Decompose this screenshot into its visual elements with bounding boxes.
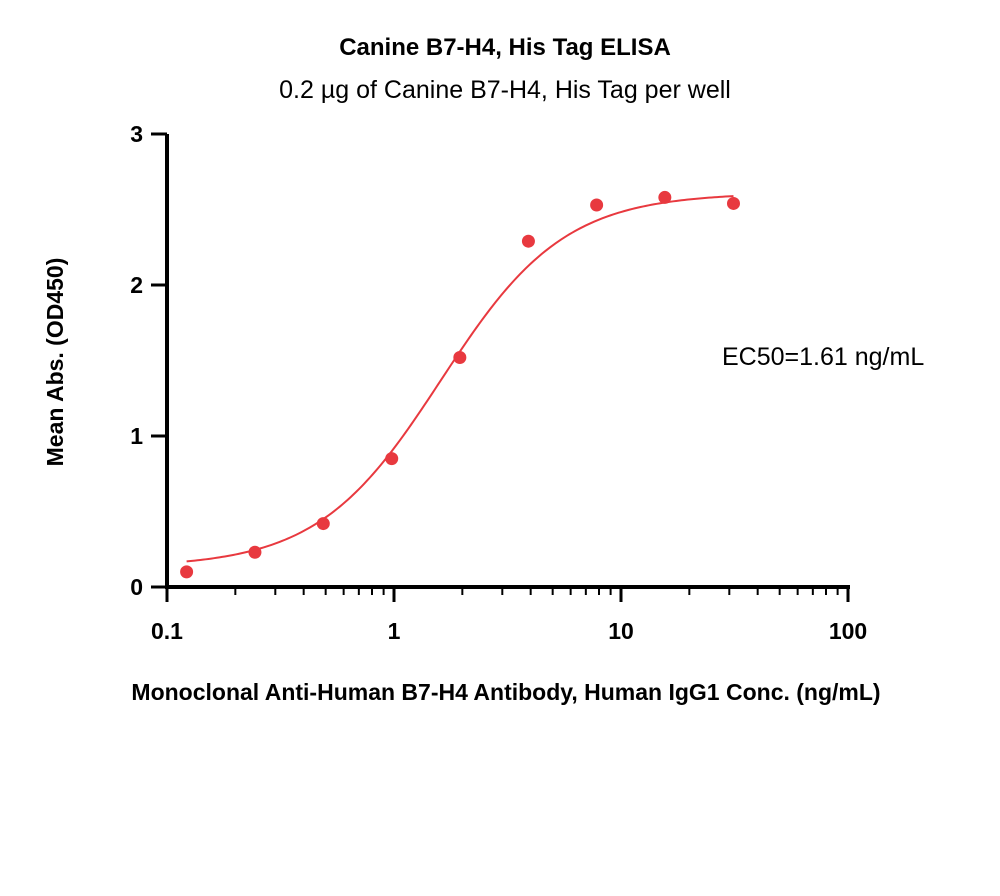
y-tick-label: 3 [130,121,143,147]
data-point [521,234,535,248]
x-axis-title: Monoclonal Anti-Human B7-H4 Antibody, Hu… [131,679,880,705]
chart-title: Canine B7-H4, His Tag ELISA [339,34,671,61]
data-point [453,350,467,364]
chart-subtitle: 0.2 µg of Canine B7-H4, His Tag per well [279,76,731,104]
data-point [180,565,194,579]
data-point [590,198,604,212]
data-points [180,190,740,579]
y-tick-label: 0 [130,574,143,600]
x-tick-label: 100 [829,618,867,644]
data-point [385,452,399,466]
ec50-annotation: EC50=1.61 ng/mL [722,343,924,371]
data-point [316,517,330,531]
axes: 0.1 1 10 100 0 1 2 3 [130,121,867,644]
x-tick-label: 1 [388,618,401,644]
fit-curve [186,195,734,563]
y-axis-title: Mean Abs. (OD450) [42,258,68,467]
y-tick-label: 2 [130,272,143,298]
data-point [248,545,262,559]
data-point [726,196,740,210]
y-tick-label: 1 [130,423,143,449]
data-point [658,190,672,204]
x-tick-label: 10 [608,618,634,644]
x-tick-label: 0.1 [151,618,183,644]
